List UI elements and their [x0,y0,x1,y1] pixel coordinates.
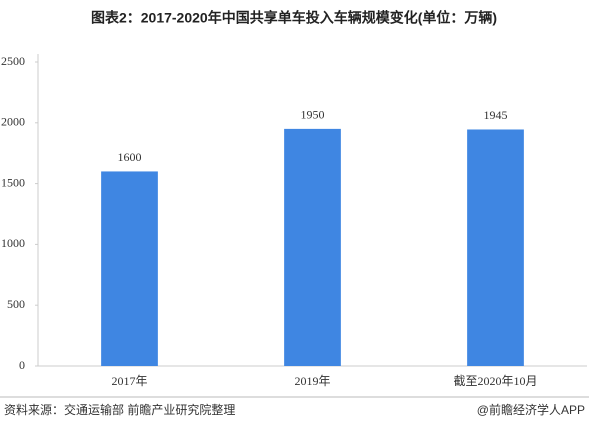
y-tick-label: 0 [19,358,25,372]
x-tick-label: 截至2020年10月 [453,374,537,388]
chart-title: 图表2：2017-2020年中国共享单车投入车辆规模变化(单位：万辆) [91,10,497,26]
y-tick-label: 1000 [1,236,25,250]
y-tick-label: 2000 [1,115,25,129]
bar [467,129,524,366]
value-label: 1945 [484,108,508,122]
y-tick-label: 1500 [1,175,25,189]
bar [101,171,158,366]
source-note: 资料来源：交通运输部 前瞻产业研究院整理 [4,402,235,417]
bar [284,128,341,366]
y-tick-label: 2500 [1,54,25,68]
x-tick-label: 2019年 [294,374,330,388]
x-tick-label: 2017年 [111,374,147,388]
value-label: 1950 [301,108,325,122]
y-tick-label: 500 [7,297,25,311]
value-label: 1600 [118,150,142,164]
credit: @前瞻经济学人APP [477,402,585,417]
